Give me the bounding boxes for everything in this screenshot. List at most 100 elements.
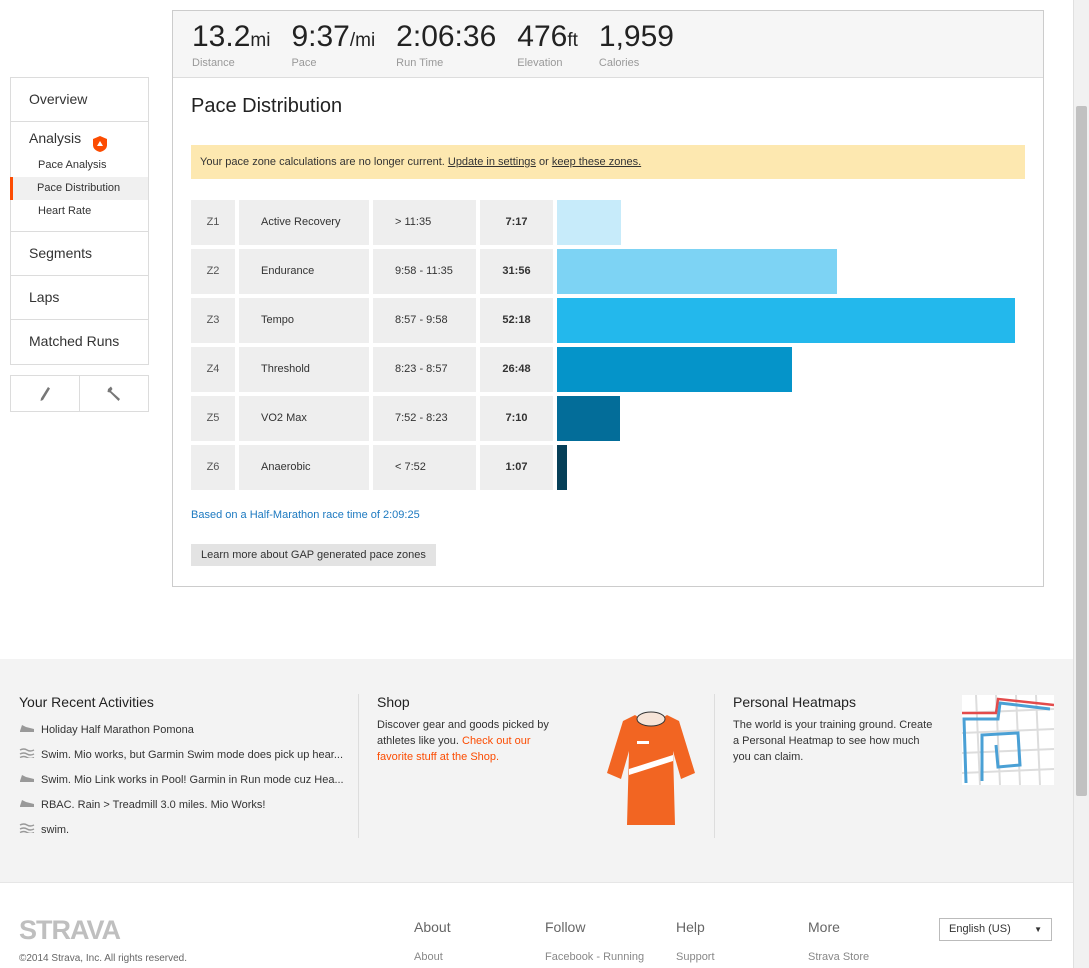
footer-col-about: About About (414, 919, 451, 963)
page-scrollbar[interactable] (1073, 0, 1089, 968)
shop-title: Shop (377, 694, 410, 710)
zone-time: 31:56 (480, 249, 553, 294)
zone-bar (557, 298, 1015, 343)
run-shoe-icon (19, 723, 35, 736)
recent-activities-title: Your Recent Activities (19, 694, 154, 710)
activity-title: Swim. Mio Link works in Pool! Garmin in … (41, 773, 344, 786)
zone-id: Z3 (191, 298, 235, 343)
stat-distance: 13.2mi Distance (192, 21, 270, 77)
activity-title: Holiday Half Marathon Pomona (41, 723, 194, 736)
stat-pace-unit: /mi (349, 30, 376, 51)
zone-name: Anaerobic (239, 445, 369, 490)
zone-id: Z1 (191, 200, 235, 245)
edit-button[interactable] (11, 376, 79, 411)
stat-pace-label: Pace (291, 57, 317, 69)
sidebar-nav: Overview Analysis Pace Analysis Pace Dis… (10, 77, 149, 365)
run-shoe-icon (19, 773, 35, 786)
sidebar-sub-heart-rate[interactable]: Heart Rate (38, 205, 92, 217)
heatmap-promo: Personal Heatmaps The world is your trai… (733, 694, 933, 765)
zone-name: VO2 Max (239, 396, 369, 441)
footer-link-about[interactable]: About (414, 951, 443, 963)
activity-item[interactable]: Swim. Mio works, but Garmin Swim mode do… (19, 742, 343, 767)
zone-pace-range: 8:57 - 9:58 (373, 298, 476, 343)
footer-heading-help: Help (676, 919, 705, 935)
scrollbar-thumb[interactable] (1076, 106, 1087, 796)
stat-elevation-unit: ft (567, 30, 578, 51)
stat-elevation: 476ft Elevation (517, 21, 578, 77)
zone-bar (557, 200, 621, 245)
sidebar-analysis-header[interactable]: Analysis (11, 122, 148, 154)
zone-bar (557, 396, 620, 441)
wrench-icon (107, 386, 120, 401)
footer-col-help: Help Support (676, 919, 715, 963)
race-time-basis-link[interactable]: Based on a Half-Marathon race time of 2:… (191, 509, 420, 521)
zone-bar (557, 347, 792, 392)
stat-pace: 9:37/mi Pace (291, 21, 375, 77)
shop-description: Discover gear and goods picked by athlet… (377, 717, 557, 765)
zone-time: 52:18 (480, 298, 553, 343)
copyright: ©2014 Strava, Inc. All rights reserved. (19, 953, 188, 964)
footer-link-support[interactable]: Support (676, 951, 715, 963)
shop-shirt-image[interactable] (605, 709, 697, 834)
stat-calories-label: Calories (598, 57, 640, 69)
swim-icon (19, 823, 35, 836)
zone-name: Endurance (239, 249, 369, 294)
strava-logo-text: STRAVA (19, 917, 120, 941)
pace-distribution-section: Pace Distribution Your pace zone calcula… (173, 78, 1043, 583)
activity-item[interactable]: RBAC. Rain > Treadmill 3.0 miles. Mio Wo… (19, 792, 339, 817)
zone-table: Z1 Active Recovery > 11:35 7:17 Z2 Endur… (191, 200, 1025, 490)
sidebar-item-laps[interactable]: Laps (11, 276, 148, 320)
heatmap-description: The world is your training ground. Creat… (733, 719, 933, 763)
zone-id: Z2 (191, 249, 235, 294)
activity-title: RBAC. Rain > Treadmill 3.0 miles. Mio Wo… (41, 798, 266, 811)
stat-distance-label: Distance (192, 57, 235, 69)
page-title: Pace Distribution (191, 95, 343, 117)
notice-text: Your pace zone calculations are no longe… (200, 156, 448, 168)
zone-row: Z6 Anaerobic < 7:52 1:07 (191, 445, 1025, 490)
keep-zones-link[interactable]: keep these zones. (551, 156, 642, 168)
activity-item[interactable]: Holiday Half Marathon Pomona (19, 717, 339, 742)
sidebar-item-matched-runs[interactable]: Matched Runs (29, 333, 120, 349)
stat-pace-value: 9:37 (291, 20, 350, 53)
shop-link[interactable]: Check out our favorite stuff at the Shop… (377, 735, 531, 763)
premium-badge-icon (93, 130, 108, 152)
stat-calories: 1,959 Calories (599, 21, 674, 77)
footer-link-facebook-running[interactable]: Facebook - Running (545, 951, 645, 963)
learn-more-button[interactable]: Learn more about GAP generated pace zone… (191, 544, 436, 566)
pencil-icon (40, 386, 50, 401)
heatmap-image[interactable] (961, 694, 1055, 790)
stat-distance-value: 13.2 (192, 20, 251, 53)
zone-id: Z5 (191, 396, 235, 441)
footer-heading-about: About (414, 919, 451, 935)
zone-pace-range: 7:52 - 8:23 (373, 396, 476, 441)
language-select[interactable]: English (US) ▼ (939, 918, 1052, 941)
stat-run-time-label: Run Time (396, 57, 444, 69)
zone-time: 1:07 (480, 445, 553, 490)
strava-logo[interactable]: STRAVA (19, 915, 131, 946)
promo-section: Your Recent Activities Holiday Half Mara… (0, 659, 1073, 882)
activity-item[interactable]: Swim. Mio Link works in Pool! Garmin in … (19, 767, 344, 792)
sidebar-sub-pace-analysis[interactable]: Pace Analysis (38, 159, 107, 171)
zone-name: Tempo (239, 298, 369, 343)
sidebar-item-segments[interactable]: Segments (11, 232, 148, 276)
settings-button[interactable] (79, 376, 148, 411)
zone-time: 7:17 (480, 200, 553, 245)
divider (358, 694, 359, 838)
sidebar-item-analysis: Analysis Pace Analysis Pace Distribution… (10, 122, 148, 232)
zone-row: Z2 Endurance 9:58 - 11:35 31:56 (191, 249, 1025, 294)
main-panel: 13.2mi Distance 9:37/mi Pace 2:06:36 Run… (172, 10, 1044, 587)
activity-item[interactable]: swim. (19, 817, 339, 842)
zone-name: Threshold (239, 347, 369, 392)
zone-row: Z1 Active Recovery > 11:35 7:17 (191, 200, 1025, 245)
footer-link-strava-store[interactable]: Strava Store (808, 951, 870, 963)
footer-heading-follow: Follow (545, 919, 586, 935)
activity-sidebar: Overview Analysis Pace Analysis Pace Dis… (10, 77, 149, 412)
zone-pace-range: < 7:52 (373, 445, 476, 490)
recent-activities: Your Recent Activities Holiday Half Mara… (19, 694, 344, 842)
shop-text: Discover gear and goods picked by athlet… (377, 719, 549, 747)
sidebar-item-overview[interactable]: Overview (11, 78, 148, 122)
sidebar-sub-pace-distribution[interactable]: Pace Distribution (10, 177, 148, 200)
footer-col-more: More Strava Store (808, 919, 869, 963)
update-settings-link[interactable]: Update in settings (447, 156, 536, 168)
zone-row: Z3 Tempo 8:57 - 9:58 52:18 (191, 298, 1025, 343)
